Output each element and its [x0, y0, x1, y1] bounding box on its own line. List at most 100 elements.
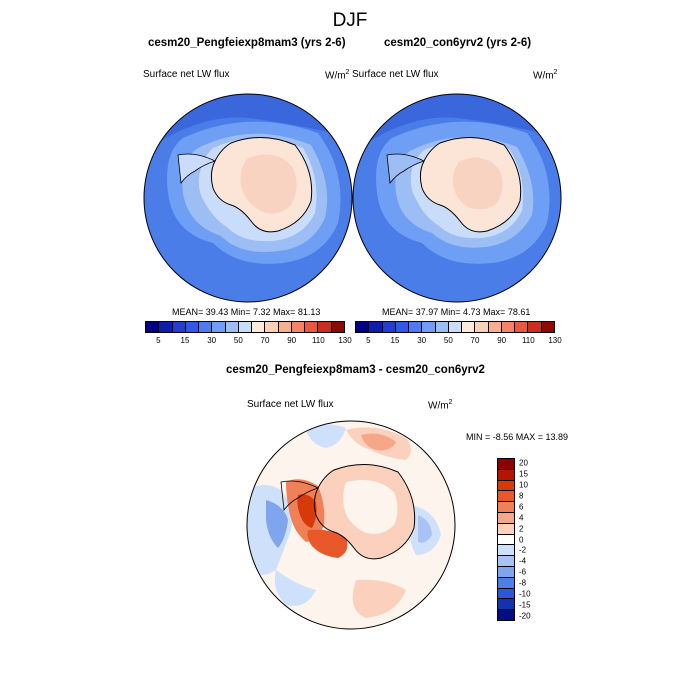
- colorbar-swatch: [498, 577, 514, 589]
- positive-anomaly-weddell-core: [297, 494, 317, 528]
- colorbar-swatch: [291, 322, 306, 332]
- colorbar-swatch: [515, 322, 529, 332]
- colorbar-tick-label: 110: [521, 336, 535, 345]
- colorbar-tick-label: -20: [519, 611, 531, 621]
- colorbar-tick-label: 15: [180, 336, 190, 345]
- colorbar-tick-label: 130: [548, 336, 562, 345]
- colorbar-tick-label: 110: [311, 336, 325, 345]
- colorbar-tick-label: 70: [260, 336, 270, 345]
- colorbar-tick-label: 20: [519, 458, 528, 468]
- colorbar-swatch: [498, 469, 514, 481]
- colorbar-tick-label: 5: [366, 336, 371, 345]
- panel2-title: cesm20_con6yrv2 (yrs 2-6): [384, 37, 532, 49]
- colorbar-swatch: [252, 322, 266, 332]
- colorbar-tick-label: 15: [519, 469, 528, 479]
- colorbar-swatch: [498, 502, 514, 513]
- colorbar-swatch: [528, 322, 542, 332]
- map-border: [143, 93, 353, 303]
- panel1-map: [143, 93, 353, 303]
- panel1-colorbar: [145, 321, 345, 333]
- positive-anomaly-south: [352, 579, 406, 618]
- antarctica-coastline: [313, 463, 416, 560]
- colorbar-swatch: [199, 322, 213, 332]
- colorbar-swatch: [462, 322, 476, 332]
- colorbar-swatch: [475, 322, 489, 332]
- colorbar-swatch: [498, 599, 514, 611]
- colorbar-tick-label: 5: [156, 336, 161, 345]
- figure-title: DJF: [332, 10, 368, 31]
- colorbar-swatch: [395, 322, 410, 332]
- colorbar-swatch: [498, 556, 514, 567]
- antarctic-peninsula: [386, 153, 426, 185]
- colorbar-swatch: [409, 322, 423, 332]
- map-border: [246, 420, 456, 630]
- antarctica-interior: [240, 154, 297, 214]
- colorbar-tick-label: -8: [519, 578, 527, 588]
- colorbar-swatch: [382, 322, 396, 332]
- colorbar-tick-label: 70: [470, 336, 480, 345]
- panel2-colorbar-ticks: 5 15 30 50 70 90 110 130: [355, 336, 562, 346]
- colorbar-swatch: [356, 322, 370, 332]
- colorbar-tick-label: -10: [519, 589, 531, 599]
- antarctica-interior: [452, 157, 503, 210]
- colorbar-tick-label: -15: [519, 600, 531, 610]
- colorbar-swatch: [278, 322, 292, 332]
- colorbar-tick-label: -4: [519, 556, 527, 566]
- colorbar-swatch: [265, 322, 279, 332]
- panel1-units-label: W/m2: [325, 69, 350, 82]
- colorbar-swatch: [498, 480, 514, 492]
- panel3-variable-label: Surface net LW flux: [247, 399, 334, 410]
- colorbar-swatch: [498, 610, 514, 620]
- panel2-variable-label: Surface net LW flux: [352, 69, 439, 80]
- colorbar-tick-label: 50: [443, 336, 453, 345]
- colorbar-tick-label: -6: [519, 567, 527, 577]
- panel3-title: cesm20_Pengfeiexp8mam3 - cesm20_con6yrv2: [226, 364, 485, 376]
- colorbar-swatch: [488, 322, 502, 332]
- colorbar-tick-label: 8: [519, 491, 524, 501]
- colorbar-swatch: [498, 523, 514, 535]
- panel1-title: cesm20_Pengfeiexp8mam3 (yrs 2-6): [148, 37, 346, 49]
- colorbar-swatch: [498, 545, 514, 557]
- colorbar-tick-label: 50: [233, 336, 243, 345]
- panel3-stats: MIN = -8.56 MAX = 13.89: [466, 432, 569, 442]
- colorbar-tick-label: 2: [519, 524, 524, 534]
- panel3-colorbar-ticks: 20 15 10 8 6 4 2 0 -2 -4 -6 -8 -10 -15 -20: [519, 458, 549, 621]
- colorbar-swatch: [498, 566, 514, 578]
- colorbar-swatch: [185, 322, 200, 332]
- colorbar-swatch: [498, 491, 514, 503]
- antarctica-neutral-interior: [343, 479, 398, 534]
- negative-anomaly-east-core: [418, 515, 432, 543]
- colorbar-tick-label: 30: [207, 336, 217, 345]
- colorbar-swatch: [159, 322, 173, 332]
- colorbar-swatch: [146, 322, 160, 332]
- colorbar-swatch: [498, 459, 514, 470]
- panel2-units-label: W/m2: [533, 69, 558, 82]
- colorbar-swatch: [212, 322, 226, 332]
- colorbar-tick-label: -2: [519, 545, 527, 555]
- colorbar-tick-label: 30: [417, 336, 427, 345]
- negative-anomaly-north: [306, 424, 346, 448]
- colorbar-swatch: [318, 322, 332, 332]
- antarctic-peninsula-coastline: [280, 480, 320, 512]
- panel3-colorbar: [497, 458, 515, 621]
- colorbar-swatch: [225, 322, 239, 332]
- colorbar-swatch: [369, 322, 383, 332]
- negative-anomaly-southwest: [274, 570, 316, 606]
- panel1-variable-label: Surface net LW flux: [143, 69, 230, 80]
- colorbar-swatch: [498, 534, 514, 546]
- colorbar-swatch: [501, 322, 516, 332]
- colorbar-swatch: [448, 322, 463, 332]
- map-border: [352, 93, 562, 303]
- panel2-colorbar: [355, 321, 555, 333]
- antarctic-peninsula: [177, 153, 217, 185]
- panel3-map: [246, 420, 456, 630]
- colorbar-tick-label: 6: [519, 502, 524, 512]
- colorbar-tick-label: 90: [497, 336, 507, 345]
- panel3-units-label: W/m2: [428, 399, 453, 412]
- negative-anomaly-west-core: [266, 500, 288, 548]
- colorbar-swatch: [331, 322, 344, 332]
- positive-anomaly-ross: [307, 529, 348, 558]
- colorbar-swatch: [541, 322, 554, 332]
- colorbar-tick-label: 130: [338, 336, 352, 345]
- colorbar-swatch: [238, 322, 253, 332]
